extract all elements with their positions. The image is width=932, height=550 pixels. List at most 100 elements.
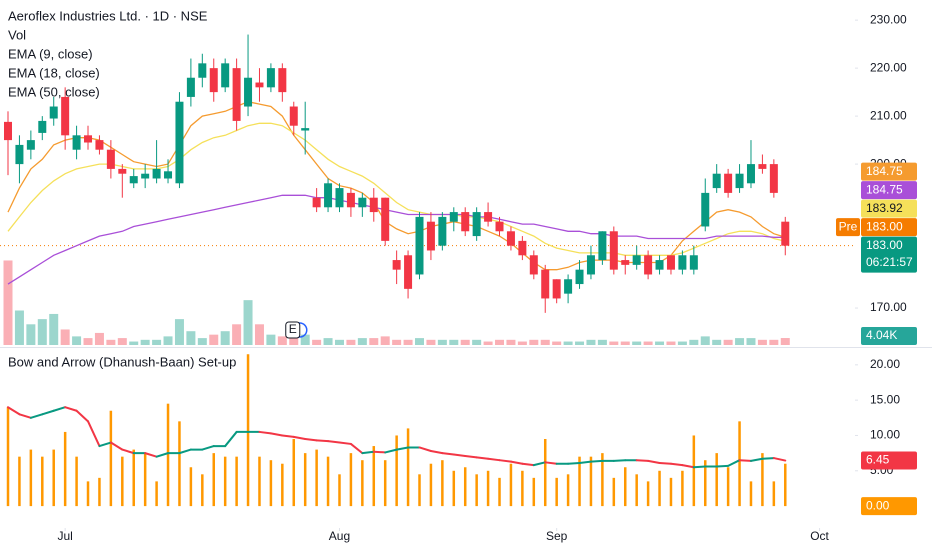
histogram-bar (166, 403, 170, 507)
signal-line (475, 456, 490, 460)
signal-line (544, 461, 558, 465)
volume-bar (632, 341, 642, 345)
legend-volume: Vol (8, 27, 26, 42)
volume-bar (289, 338, 299, 345)
histogram-bar (52, 449, 55, 507)
candle-body (392, 260, 401, 270)
candle-body (152, 168, 161, 179)
volume-bar (540, 339, 550, 345)
volume-bar (506, 339, 516, 345)
event-marker-label: E (289, 322, 297, 336)
signal-line (144, 452, 158, 458)
signal-line (669, 462, 684, 467)
volume-last-bg (861, 327, 917, 345)
signal-line (532, 461, 547, 467)
volume-bar (3, 260, 13, 345)
volume-bar (369, 338, 379, 345)
histogram-bar (303, 453, 307, 507)
signal-line (498, 459, 512, 463)
histogram-bar (41, 456, 44, 507)
histogram-bar (715, 453, 718, 507)
candle-body (244, 77, 253, 107)
event-marker-box (285, 321, 301, 339)
volume-bar (232, 324, 242, 345)
volume-bar (186, 331, 196, 345)
pre-tag: Pre (839, 219, 858, 233)
volume-bar (163, 336, 173, 345)
candle-body (541, 269, 550, 299)
signal-line (395, 446, 410, 451)
x-tick-label: Oct (810, 529, 829, 543)
indicator-title: Bow and Arrow (Dhanush-Baan) Set-up (8, 354, 236, 369)
ema-last-value-bg (861, 162, 917, 181)
histogram-bar (761, 453, 764, 507)
histogram-bar (475, 474, 478, 507)
volume-bar (483, 341, 493, 345)
signal-line (761, 457, 775, 460)
volume-bar (403, 339, 413, 345)
histogram-bar (143, 453, 147, 507)
candle-body (769, 164, 778, 193)
signal-line (224, 430, 238, 448)
candle-body (655, 260, 664, 270)
candle-body (712, 173, 721, 189)
volume-bar (300, 334, 310, 345)
histogram-bar (235, 456, 238, 507)
signal-line (258, 430, 272, 435)
volume-bar (266, 334, 276, 345)
signal-line (75, 409, 90, 423)
volume-bar (460, 339, 470, 345)
candle-body (164, 171, 173, 179)
pre-tag-bg (836, 218, 860, 237)
histogram-bar (98, 477, 101, 507)
signal-line (464, 454, 478, 459)
candle-body (632, 255, 641, 265)
histogram-bar (18, 456, 21, 507)
volume-bar (712, 339, 722, 345)
histogram-bar (258, 456, 261, 507)
candle-body (289, 106, 298, 126)
histogram-bar (109, 410, 113, 507)
x-tick-label: Aug (329, 529, 350, 543)
ema-last-value: 184.75 (866, 182, 903, 196)
candle-body (518, 240, 527, 256)
candle-body (438, 216, 447, 246)
volume-bar (517, 341, 527, 345)
histogram-bar (692, 435, 696, 507)
volume-bar (689, 339, 699, 345)
volume-bar (757, 339, 767, 345)
volume-bar (609, 341, 619, 345)
y-tick-label: 10.00 (870, 428, 900, 442)
candle-body (118, 168, 127, 174)
candle-body (358, 197, 367, 208)
ema-last-value-bg (861, 181, 917, 200)
candle-body (484, 212, 493, 222)
histogram-bar (749, 481, 753, 507)
volume-bar (323, 338, 333, 345)
ema-line (7, 122, 786, 256)
candle-body (72, 135, 81, 150)
histogram-bar (201, 474, 204, 507)
volume-bar (49, 313, 59, 345)
signal-line (749, 457, 764, 462)
histogram-bar (772, 481, 776, 507)
histogram-bar (623, 467, 627, 507)
histogram-bar (635, 474, 638, 507)
histogram-bar (29, 449, 33, 507)
candle-body (564, 279, 573, 294)
signal-line (292, 435, 307, 440)
signal-line (715, 464, 730, 468)
y-tick-label: 210.00 (870, 108, 907, 122)
candle-body (724, 173, 733, 193)
volume-bar (495, 339, 505, 345)
histogram-bar (521, 470, 524, 507)
indicator-last-value-bg (861, 451, 917, 470)
histogram-bar (704, 460, 707, 507)
histogram-bar (646, 481, 650, 507)
histogram-bar (726, 467, 730, 507)
volume-bar (254, 324, 264, 345)
histogram-bar (543, 439, 547, 507)
volume-bar (620, 341, 630, 345)
candle-body (301, 128, 310, 131)
